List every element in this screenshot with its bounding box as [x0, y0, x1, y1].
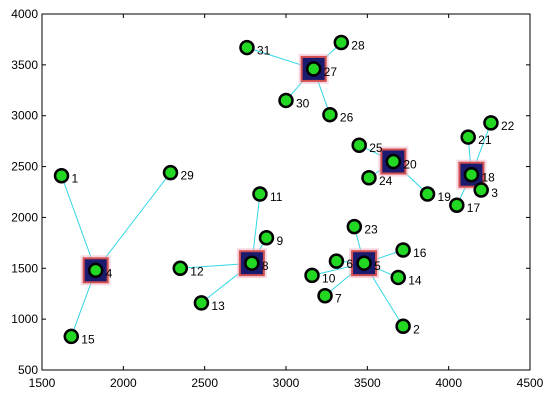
node-point — [346, 218, 363, 235]
node-label: 30 — [296, 96, 310, 110]
node-point — [317, 287, 333, 304]
x-tick-label: 1500 — [29, 376, 56, 390]
node-label: 31 — [257, 44, 271, 58]
node-label: 14 — [408, 273, 422, 287]
x-tick-label: 3000 — [273, 376, 300, 390]
node-label: 18 — [481, 171, 495, 185]
x-tick-label: 3500 — [354, 376, 381, 390]
node-point — [351, 137, 367, 153]
y-tick-label: 3500 — [11, 58, 38, 72]
node-label: 23 — [364, 223, 378, 237]
node-point — [322, 106, 338, 123]
node-label: 8 — [262, 259, 269, 273]
node-point — [395, 242, 411, 258]
node-point — [449, 197, 465, 213]
node-label: 15 — [81, 332, 95, 346]
node-label: 2 — [413, 322, 420, 336]
node-label: 28 — [351, 38, 365, 52]
node-label: 7 — [335, 292, 342, 306]
link-line — [95, 172, 171, 271]
node-label: 4 — [106, 266, 113, 280]
center-square — [300, 55, 327, 82]
node-label: 21 — [478, 133, 492, 147]
x-tick-label: 2500 — [191, 376, 218, 390]
y-tick-label: 1000 — [11, 312, 38, 326]
x-tick-label: 2000 — [110, 376, 137, 390]
node-point — [385, 153, 402, 170]
node-label: 13 — [211, 299, 225, 313]
node-point — [473, 182, 489, 198]
node-point — [172, 260, 189, 277]
node-point — [305, 61, 322, 77]
node-point — [252, 186, 268, 202]
node-point — [162, 164, 179, 181]
node-label: 12 — [190, 264, 204, 278]
node-point — [87, 262, 104, 279]
x-tick-label: 4500 — [517, 376, 544, 390]
link-line — [61, 175, 97, 271]
node-label: 9 — [276, 234, 283, 248]
node-point — [483, 115, 499, 131]
node-label: 22 — [501, 119, 515, 133]
node-point — [278, 92, 294, 109]
cluster-center-marker — [378, 146, 409, 177]
node-label: 29 — [181, 169, 195, 183]
node-point — [390, 269, 406, 286]
node-label: 24 — [379, 174, 393, 188]
y-axis-ticks: 500 1000 1500 2000 2500 3000 3500 4000 — [11, 7, 530, 377]
cluster-centers — [80, 53, 487, 286]
x-tick-label: 4000 — [435, 376, 462, 390]
node-point — [356, 255, 372, 271]
cluster-center-marker — [349, 248, 380, 279]
node-label: 20 — [403, 157, 417, 171]
node-label: 3 — [491, 186, 498, 200]
y-tick-label: 3000 — [11, 109, 38, 123]
node-label: 25 — [369, 141, 383, 155]
node-label: 17 — [467, 201, 481, 215]
y-tick-label: 4000 — [11, 7, 38, 21]
node-point — [419, 186, 436, 202]
node-point — [328, 253, 345, 269]
y-tick-label: 1500 — [11, 261, 38, 275]
node-point — [463, 166, 480, 183]
node-label: 6 — [346, 257, 353, 271]
node-point — [304, 267, 320, 284]
node-point — [361, 170, 377, 186]
node-point — [460, 129, 476, 145]
node-point — [239, 39, 255, 56]
node-point — [193, 295, 210, 311]
node-label: 1 — [72, 172, 79, 186]
node-label: 10 — [322, 271, 336, 285]
plot-area — [41, 13, 531, 371]
x-axis-ticks: 1500 2000 2500 3000 3500 4000 4500 — [29, 14, 544, 390]
y-tick-label: 500 — [18, 363, 38, 377]
cluster-center-marker — [236, 248, 267, 279]
node-label: 19 — [438, 190, 452, 204]
node-point — [258, 230, 275, 246]
node-label: 26 — [340, 111, 354, 125]
node-point — [53, 167, 70, 184]
node-point — [333, 34, 350, 51]
node-label: 11 — [270, 190, 283, 204]
y-tick-label: 2000 — [11, 210, 38, 224]
node-label: 16 — [413, 246, 427, 260]
node-point — [395, 318, 411, 335]
node-label: 5 — [374, 259, 381, 273]
node-point — [244, 255, 260, 271]
y-tick-label: 2500 — [11, 160, 38, 174]
node-point — [63, 328, 80, 345]
node-label: 27 — [324, 65, 338, 79]
